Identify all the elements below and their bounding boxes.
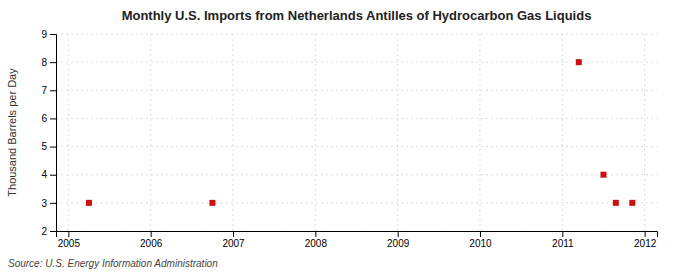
chart: 2005 2006 2007 2008 2009 2010 2011 2012 2 3 4 5 6 7 8 9…	[0, 0, 675, 275]
tick-label: 2012	[634, 238, 657, 249]
grid-line-y	[56, 90, 657, 91]
tick-label: 3	[41, 198, 47, 209]
tick-label: 4	[41, 169, 47, 180]
tick-label: 2009	[387, 238, 410, 249]
tick-label: 6	[41, 113, 47, 124]
tick-label: 9	[41, 29, 47, 40]
tick: 2009	[387, 231, 410, 249]
tick: 7	[41, 85, 56, 96]
tick-label: 2006	[140, 238, 163, 249]
tick-mark	[50, 90, 56, 91]
grid-line-x	[315, 34, 316, 231]
grid-line-y	[56, 202, 657, 203]
tick: 2012	[634, 231, 657, 249]
point	[209, 200, 215, 206]
tick-mark	[50, 175, 56, 176]
tick-mark	[480, 231, 481, 237]
title: Monthly U.S. Imports from Netherlands An…	[122, 8, 592, 23]
annotation: Source: U.S. Energy Information Administ…	[8, 258, 218, 269]
tick-label: 2010	[469, 238, 492, 249]
axis-line	[50, 35, 57, 232]
point	[600, 172, 606, 178]
grid-line-x	[644, 34, 645, 231]
x-axis: 2005 2006 2007 2008 2009 2010 2011 2012	[57, 231, 658, 249]
tick-label: 7	[41, 85, 47, 96]
tick: 4	[41, 169, 56, 180]
tick-mark	[233, 231, 234, 237]
grid-line-x	[150, 34, 151, 231]
tick: 6	[41, 113, 56, 124]
tick: 2007	[222, 231, 245, 249]
tick: 2011	[552, 231, 574, 249]
grid-line-y	[56, 146, 657, 147]
tick: 3	[41, 198, 56, 209]
tick: 2006	[140, 231, 163, 249]
grid	[56, 34, 657, 231]
tick: 2010	[469, 231, 492, 249]
tick-mark	[50, 203, 56, 204]
tick-mark	[50, 34, 56, 35]
grid-line-x	[68, 34, 69, 231]
tick: 2008	[305, 231, 328, 249]
grid-line-y	[56, 174, 657, 175]
tick: 2	[41, 226, 56, 237]
tick-mark	[398, 231, 399, 237]
tick: 5	[41, 141, 56, 152]
tick-label: 2005	[58, 238, 81, 249]
grid-line-y	[56, 62, 657, 63]
tick-label: 2011	[552, 238, 574, 249]
tick: 8	[41, 57, 56, 68]
grid-line-x	[562, 34, 563, 231]
axis-line	[57, 232, 658, 238]
tick-label: 8	[41, 57, 47, 68]
point	[629, 200, 635, 206]
tick-label: 2007	[222, 238, 245, 249]
point	[613, 200, 619, 206]
tick-mark	[315, 231, 316, 237]
tick: 2005	[58, 231, 81, 249]
tick-mark	[68, 231, 69, 237]
tick-label: 5	[41, 141, 47, 152]
y-axis: 2 3 4 5 6 7 8 9	[41, 29, 56, 237]
tick-mark	[151, 231, 152, 237]
tick-mark	[50, 147, 56, 148]
tick: 9	[41, 29, 56, 40]
tick-label: 2008	[305, 238, 328, 249]
grid-line-x	[479, 34, 480, 231]
point	[576, 59, 582, 65]
grid-line-y	[56, 34, 657, 35]
point	[86, 200, 92, 206]
tick-mark	[50, 118, 56, 119]
tick-mark	[562, 231, 563, 237]
grid-line-x	[397, 34, 398, 231]
tick-mark	[645, 231, 646, 237]
tick-mark	[50, 231, 56, 232]
tick-mark	[50, 62, 56, 63]
grid-line-y	[56, 118, 657, 119]
plot: 2005 2006 2007 2008 2009 2010 2011 2012 2 3 4 5 6 7 8 9	[41, 29, 657, 249]
grid-line-x	[233, 34, 234, 231]
points	[86, 59, 635, 206]
tick-label: 2	[41, 226, 47, 237]
y-axis-title: Thousand Barrels per Day	[6, 68, 18, 197]
